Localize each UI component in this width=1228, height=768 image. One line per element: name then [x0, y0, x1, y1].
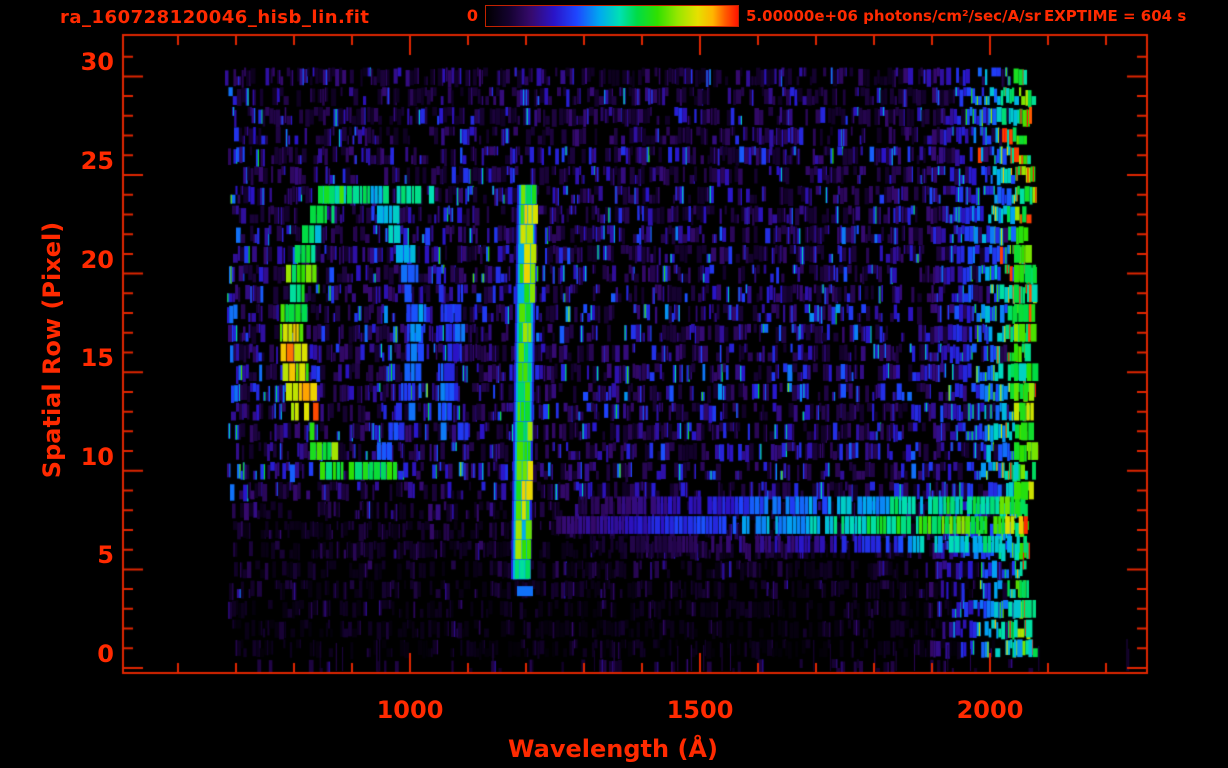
file-name-title: ra_160728120046_hisb_lin.fit [60, 7, 370, 28]
colorbar-min-label: 0 [466, 6, 478, 25]
x-axis-title: Wavelength (Å) [508, 735, 718, 763]
y-tick-label: 0 [97, 640, 114, 668]
y-tick-label: 10 [80, 442, 114, 471]
colorbar [485, 5, 739, 27]
y-tick-label: 30 [80, 48, 114, 77]
y-tick-label: 5 [97, 541, 114, 570]
y-tick-label: 15 [80, 344, 114, 373]
colorbar-max-label: 5.00000e+06 photons/cm²/sec/A/sr [746, 7, 1041, 25]
x-tick-label: 2000 [956, 696, 1024, 724]
y-axis-title: Spatial Row (Pixel) [38, 221, 66, 479]
exptime-label: EXPTIME = 604 s [1044, 7, 1187, 25]
x-tick-label: 1500 [666, 696, 734, 724]
y-tick-label: 20 [80, 245, 114, 274]
y-tick-label: 25 [80, 147, 114, 175]
x-tick-label: 1000 [376, 696, 444, 724]
